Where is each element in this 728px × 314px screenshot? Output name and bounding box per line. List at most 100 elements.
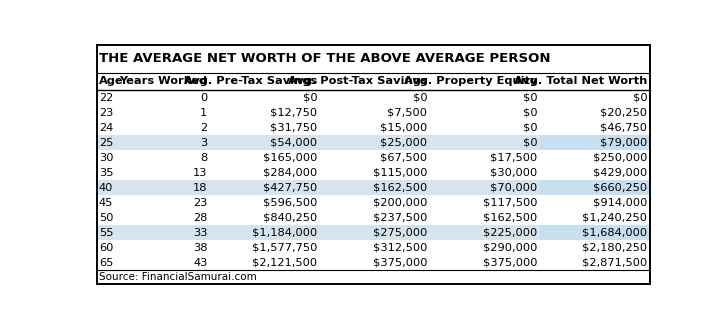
Text: Years Worked: Years Worked — [119, 76, 207, 86]
Text: 24: 24 — [99, 123, 113, 133]
Bar — [97, 73, 649, 90]
Text: $0: $0 — [303, 93, 317, 103]
Bar — [97, 225, 539, 240]
Text: $0: $0 — [523, 123, 537, 133]
Bar — [97, 240, 539, 255]
Text: 28: 28 — [193, 213, 207, 223]
Text: $840,250: $840,250 — [264, 213, 317, 223]
Text: $1,184,000: $1,184,000 — [252, 228, 317, 238]
Text: 1: 1 — [200, 108, 207, 118]
Text: $2,871,500: $2,871,500 — [582, 257, 647, 268]
Text: $46,750: $46,750 — [601, 123, 647, 133]
Text: $162,500: $162,500 — [483, 213, 537, 223]
Text: 33: 33 — [193, 228, 207, 238]
Text: $225,000: $225,000 — [483, 228, 537, 238]
Text: $660,250: $660,250 — [593, 182, 647, 192]
Text: 13: 13 — [193, 168, 207, 178]
Text: Avg. Property Equity: Avg. Property Equity — [404, 76, 537, 86]
Text: 0: 0 — [200, 93, 207, 103]
Bar — [539, 180, 649, 195]
Bar — [97, 165, 539, 180]
Text: 23: 23 — [193, 198, 207, 208]
Text: $0: $0 — [523, 108, 537, 118]
Text: Source: FinancialSamurai.com: Source: FinancialSamurai.com — [100, 272, 257, 282]
Bar — [539, 90, 649, 105]
Text: $0: $0 — [413, 93, 427, 103]
Bar — [97, 135, 539, 150]
Bar — [539, 195, 649, 210]
Text: $165,000: $165,000 — [263, 153, 317, 163]
Bar — [539, 135, 649, 150]
Text: 35: 35 — [99, 168, 114, 178]
Text: 25: 25 — [99, 138, 114, 148]
Text: 3: 3 — [200, 138, 207, 148]
Text: $31,750: $31,750 — [270, 123, 317, 133]
Text: 65: 65 — [99, 257, 114, 268]
Text: $25,000: $25,000 — [380, 138, 427, 148]
Bar — [539, 210, 649, 225]
Text: 30: 30 — [99, 153, 114, 163]
Bar — [97, 45, 649, 73]
Text: $70,000: $70,000 — [490, 182, 537, 192]
Bar — [97, 270, 649, 284]
Text: Age: Age — [99, 76, 124, 86]
Bar — [539, 225, 649, 240]
Bar — [97, 150, 539, 165]
Bar — [97, 255, 539, 270]
Text: $54,000: $54,000 — [270, 138, 317, 148]
Bar — [97, 120, 539, 135]
Text: 43: 43 — [193, 257, 207, 268]
Text: 8: 8 — [200, 153, 207, 163]
Text: 23: 23 — [99, 108, 114, 118]
Text: $7,500: $7,500 — [387, 108, 427, 118]
Text: $375,000: $375,000 — [483, 257, 537, 268]
Text: 38: 38 — [193, 242, 207, 252]
Text: $2,180,250: $2,180,250 — [582, 242, 647, 252]
Text: 22: 22 — [99, 93, 113, 103]
Text: $12,750: $12,750 — [270, 108, 317, 118]
Bar — [539, 255, 649, 270]
Text: 55: 55 — [99, 228, 114, 238]
Text: $290,000: $290,000 — [483, 242, 537, 252]
Text: Avg. Total Net Worth: Avg. Total Net Worth — [514, 76, 647, 86]
Text: $2,121,500: $2,121,500 — [253, 257, 317, 268]
Text: $20,250: $20,250 — [601, 108, 647, 118]
Text: $0: $0 — [523, 93, 537, 103]
Bar — [97, 210, 539, 225]
Text: $200,000: $200,000 — [373, 198, 427, 208]
Text: Avg. Post-Tax Savings: Avg. Post-Tax Savings — [288, 76, 427, 86]
Bar — [539, 120, 649, 135]
Text: $67,500: $67,500 — [380, 153, 427, 163]
Text: $162,500: $162,500 — [373, 182, 427, 192]
Text: $914,000: $914,000 — [593, 198, 647, 208]
Bar — [97, 195, 539, 210]
Text: 2: 2 — [200, 123, 207, 133]
Text: 50: 50 — [99, 213, 114, 223]
Text: 40: 40 — [99, 182, 114, 192]
Text: $15,000: $15,000 — [380, 123, 427, 133]
Text: $30,000: $30,000 — [490, 168, 537, 178]
Bar — [539, 105, 649, 120]
Text: $284,000: $284,000 — [264, 168, 317, 178]
Text: 60: 60 — [99, 242, 114, 252]
Text: $237,500: $237,500 — [373, 213, 427, 223]
Text: $429,000: $429,000 — [593, 168, 647, 178]
Text: $115,000: $115,000 — [373, 168, 427, 178]
Text: $375,000: $375,000 — [373, 257, 427, 268]
Text: $0: $0 — [633, 93, 647, 103]
Text: $79,000: $79,000 — [600, 138, 647, 148]
Text: $17,500: $17,500 — [490, 153, 537, 163]
Bar — [97, 90, 539, 105]
Text: THE AVERAGE NET WORTH OF THE ABOVE AVERAGE PERSON: THE AVERAGE NET WORTH OF THE ABOVE AVERA… — [100, 52, 551, 65]
Text: 18: 18 — [193, 182, 207, 192]
Bar — [539, 150, 649, 165]
Bar — [539, 240, 649, 255]
Text: $117,500: $117,500 — [483, 198, 537, 208]
Text: $275,000: $275,000 — [373, 228, 427, 238]
Text: $0: $0 — [523, 138, 537, 148]
Bar — [539, 165, 649, 180]
Text: $1,240,250: $1,240,250 — [582, 213, 647, 223]
Bar — [97, 180, 539, 195]
Text: $250,000: $250,000 — [593, 153, 647, 163]
Text: $596,500: $596,500 — [263, 198, 317, 208]
